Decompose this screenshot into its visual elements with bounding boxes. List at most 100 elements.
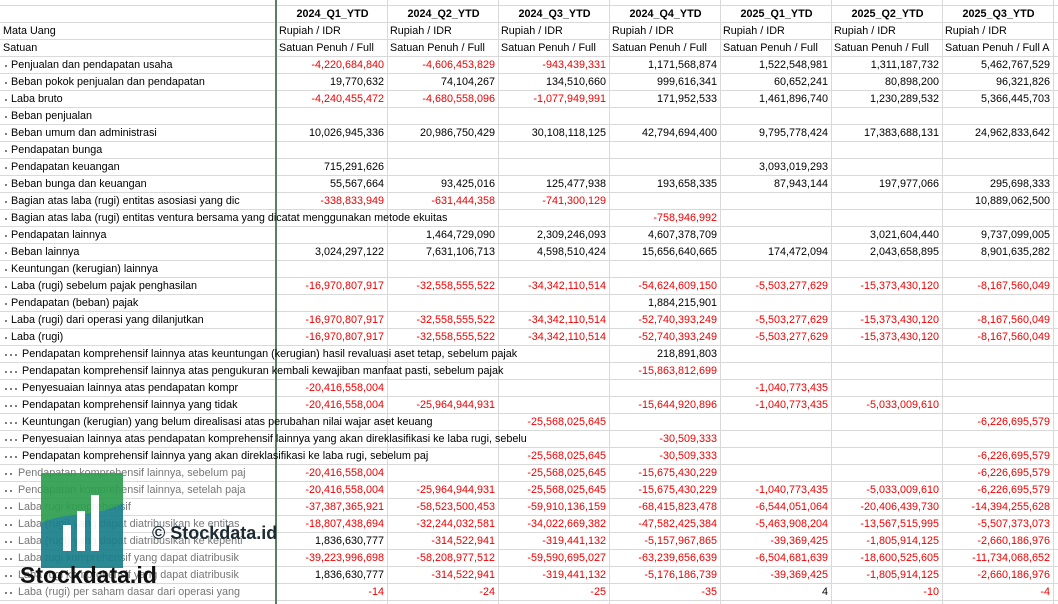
freeze-line bbox=[275, 0, 277, 604]
indent-dot bbox=[10, 558, 12, 560]
value-cell: -631,444,358 bbox=[431, 195, 495, 207]
value-cell: -10 bbox=[923, 586, 939, 598]
grid-line bbox=[0, 192, 1058, 193]
indent-dot bbox=[5, 184, 7, 186]
value-cell: 1,171,568,874 bbox=[647, 59, 717, 71]
grid-line bbox=[0, 124, 1058, 125]
indent-dot bbox=[5, 592, 7, 594]
indent-dot bbox=[10, 524, 12, 526]
value-cell: 1,836,630,777 bbox=[314, 569, 384, 581]
value-cell: -39,369,425 bbox=[770, 535, 828, 547]
value-cell: -1,040,773,435 bbox=[755, 484, 828, 496]
value-cell: -1,077,949,991 bbox=[533, 93, 606, 105]
value-cell: 1,464,729,090 bbox=[425, 229, 495, 241]
column-header: 2024_Q2_YTD bbox=[407, 8, 480, 20]
meta-cell: Satuan Penuh / Full A bbox=[945, 42, 1050, 54]
row-label: Mata Uang bbox=[3, 25, 56, 37]
indent-dot bbox=[10, 422, 12, 424]
indent-dot bbox=[5, 439, 7, 441]
grid-line bbox=[0, 158, 1058, 159]
value-cell: -13,567,515,995 bbox=[860, 518, 939, 530]
indent-dot bbox=[15, 456, 17, 458]
indent-dot bbox=[5, 524, 7, 526]
indent-dot bbox=[5, 150, 7, 152]
indent-dot bbox=[15, 439, 17, 441]
value-cell: -338,833,949 bbox=[320, 195, 384, 207]
indent-dot bbox=[10, 456, 12, 458]
value-cell: -5,176,186,739 bbox=[644, 569, 717, 581]
value-cell: -32,558,555,522 bbox=[416, 280, 495, 292]
value-cell: -15,863,812,699 bbox=[638, 365, 717, 377]
value-cell: 218,891,803 bbox=[656, 348, 717, 360]
value-cell: -34,342,110,514 bbox=[528, 331, 606, 343]
value-cell: -25,964,944,931 bbox=[416, 484, 495, 496]
grid-line bbox=[831, 0, 832, 604]
grid-line bbox=[0, 583, 1058, 584]
row-label: Laba bruto bbox=[11, 93, 63, 105]
value-cell: -30,509,333 bbox=[659, 450, 717, 462]
column-header: 2025_Q2_YTD bbox=[851, 8, 924, 20]
column-header: 2024_Q4_YTD bbox=[629, 8, 702, 20]
meta-cell: Rupiah / IDR bbox=[390, 25, 452, 37]
value-cell: 9,795,778,424 bbox=[758, 127, 828, 139]
meta-cell: Satuan Penuh / Full bbox=[834, 42, 929, 54]
indent-dot bbox=[5, 167, 7, 169]
row-label: Keuntungan (kerugian) lainnya bbox=[11, 263, 159, 275]
grid-line bbox=[942, 0, 943, 604]
grid-line bbox=[0, 294, 1058, 295]
value-cell: -4,680,558,096 bbox=[422, 93, 495, 105]
value-cell: -58,208,977,512 bbox=[416, 552, 495, 564]
value-cell: -6,226,695,579 bbox=[977, 467, 1050, 479]
watermark-caption: © Stockdata.id bbox=[152, 523, 278, 543]
column-header: 2025_Q3_YTD bbox=[962, 8, 1035, 20]
value-cell: -1,040,773,435 bbox=[755, 382, 828, 394]
indent-dot bbox=[10, 473, 12, 475]
value-cell: -20,416,558,004 bbox=[305, 467, 384, 479]
indent-dot bbox=[10, 405, 12, 407]
row-label: Penyesuaian lainnya atas pendapatan komp… bbox=[22, 433, 527, 445]
value-cell: 125,477,938 bbox=[545, 178, 606, 190]
row-label: Pendapatan (beban) pajak bbox=[11, 297, 139, 309]
row-label: Beban pokok penjualan dan pendapatan bbox=[11, 76, 205, 88]
value-cell: -25 bbox=[590, 586, 606, 598]
row-label: Keuntungan (kerugian) yang belum direali… bbox=[22, 416, 433, 428]
value-cell: 4 bbox=[821, 586, 828, 598]
value-cell: 19,770,632 bbox=[329, 76, 384, 88]
indent-dot bbox=[5, 354, 7, 356]
grid-line bbox=[0, 464, 1058, 465]
row-label: Laba rugi komprehensif yang dapat diatri… bbox=[18, 569, 239, 581]
row-label: Penyesuaian lainnya atas pendapatan komp… bbox=[22, 382, 239, 394]
value-cell: -4,240,455,472 bbox=[311, 93, 384, 105]
indent-dot bbox=[10, 575, 12, 577]
value-cell: -34,022,669,382 bbox=[527, 518, 606, 530]
indent-dot bbox=[5, 133, 7, 135]
value-cell: -32,558,555,522 bbox=[416, 331, 495, 343]
row-label: Beban umum dan administrasi bbox=[11, 127, 157, 139]
value-cell: 134,510,660 bbox=[545, 76, 606, 88]
indent-dot bbox=[5, 269, 7, 271]
value-cell: 1,461,896,740 bbox=[758, 93, 828, 105]
value-cell: -16,970,807,917 bbox=[305, 280, 384, 292]
grid-line bbox=[0, 362, 1058, 363]
grid-line bbox=[0, 90, 1058, 91]
row-label: Satuan bbox=[3, 42, 38, 54]
value-cell: 999,616,341 bbox=[656, 76, 717, 88]
value-cell: -54,624,609,150 bbox=[638, 280, 717, 292]
indent-dot bbox=[15, 354, 17, 356]
value-cell: -2,660,186,976 bbox=[977, 569, 1050, 581]
value-cell: -63,239,656,639 bbox=[638, 552, 717, 564]
grid-line bbox=[0, 515, 1058, 516]
grid-line bbox=[0, 141, 1058, 142]
row-label: Laba (rugi) per saham dasar dari operasi… bbox=[18, 586, 241, 598]
value-cell: -25,568,025,645 bbox=[527, 450, 606, 462]
grid-line bbox=[0, 600, 1058, 601]
value-cell: 4,598,510,424 bbox=[536, 246, 606, 258]
meta-cell: Satuan Penuh / Full bbox=[279, 42, 374, 54]
row-label: Pendapatan komprehensif lainnya atas pen… bbox=[22, 365, 504, 377]
grid-line bbox=[0, 5, 1058, 6]
value-cell: 24,962,833,642 bbox=[974, 127, 1050, 139]
row-label: Bagian atas laba (rugi) entitas asosiasi… bbox=[11, 195, 240, 207]
column-header: 2025_Q1_YTD bbox=[740, 8, 813, 20]
row-label: Pendapatan komprehensif lainnya yang aka… bbox=[22, 450, 429, 462]
indent-dot bbox=[5, 252, 7, 254]
